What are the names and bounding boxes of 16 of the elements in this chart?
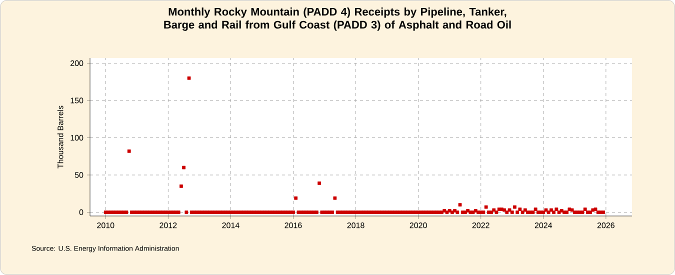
y-tick-label: 150 [70,98,84,104]
x-tick-label: 2012 [160,222,177,228]
y-axis-title: Thousand Barrels [57,106,64,168]
y-tick-label: 50 [74,172,84,178]
x-tick-label: 2026 [597,222,614,228]
y-tick-label: 200 [70,60,84,66]
x-tick-label: 2020 [410,222,427,228]
x-tick-label: 2018 [347,222,364,228]
x-tick-label: 2010 [97,222,114,228]
x-tick-label: 2014 [222,222,240,228]
x-tick-label: 2022 [472,222,490,228]
chart-title: Monthly Rocky Mountain (PADD 4) Receipts by Pipeline, Tanker, Barge and Rail from Gulf Coast (PADD 3) of Asphalt and Road Oil [164,8,511,31]
y-tick-label: 0 [79,209,84,216]
y-tick-label: 100 [70,134,84,141]
x-tick-label: 2024 [534,222,552,228]
x-tick-label: 2016 [284,222,302,228]
